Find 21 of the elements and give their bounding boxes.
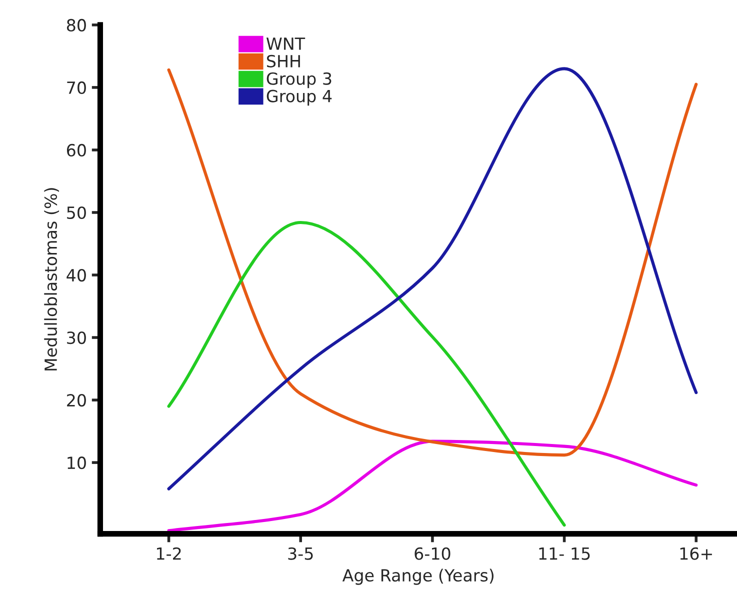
y-tick-label: 20 bbox=[67, 394, 86, 407]
x-tick-label: 3-5 bbox=[288, 547, 313, 560]
legend-label: SHH bbox=[267, 54, 300, 68]
x-axis-title: Age Range (Years) bbox=[342, 568, 494, 585]
x-tick-label: 16+ bbox=[680, 547, 712, 560]
x-tick-label: 6-10 bbox=[414, 547, 450, 560]
legend-label: Group 4 bbox=[266, 90, 332, 106]
line-series bbox=[167, 440, 698, 532]
y-tick-label: 40 bbox=[66, 268, 86, 282]
y-tick-label: 70 bbox=[67, 81, 86, 94]
x-tick-label: 11- 15 bbox=[539, 548, 590, 560]
legend-label: WNT bbox=[266, 38, 306, 50]
y-tick-label: 80 bbox=[66, 18, 86, 32]
y-axis-title: Medulloblastomas (%) bbox=[44, 188, 60, 370]
line-series bbox=[167, 220, 566, 527]
y-tick-label: 50 bbox=[67, 206, 86, 220]
y-tick-label: 60 bbox=[66, 144, 86, 157]
legend-label: Group 3 bbox=[266, 72, 332, 88]
y-tick-label: 30 bbox=[67, 331, 86, 344]
x-tick-label: 1-2 bbox=[157, 547, 181, 560]
y-tick-label: 10 bbox=[68, 456, 86, 470]
